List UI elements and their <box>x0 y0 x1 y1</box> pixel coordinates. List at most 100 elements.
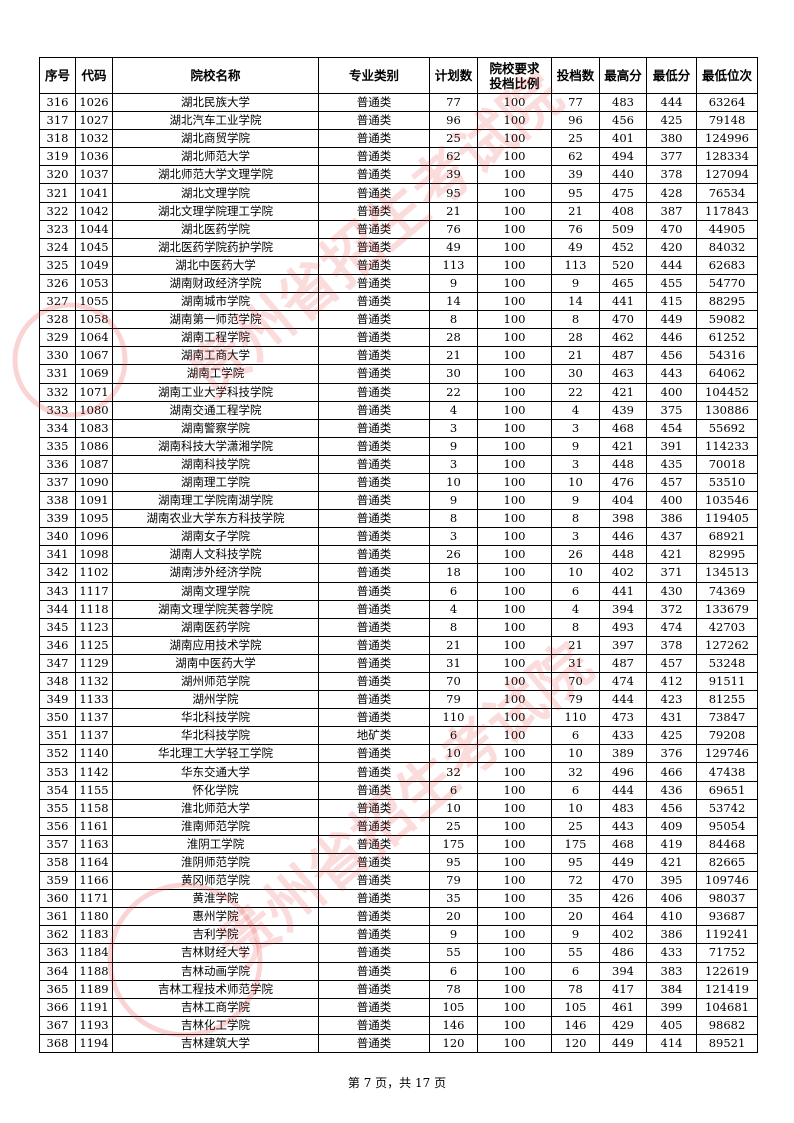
cell-school-name: 华北理工大学轻工学院 <box>112 744 319 764</box>
table-row: 335 1086 湖南科技大学潇湘学院 普通类 9 100 9 421 391 114233 <box>39 436 758 456</box>
cell-admitted: 79 <box>551 690 600 710</box>
cell-plan: 76 <box>429 219 478 239</box>
cell-min-rank: 91511 <box>696 671 758 692</box>
cell-code: 1180 <box>75 907 113 927</box>
cell-min-score: 428 <box>646 183 697 203</box>
cell-plan: 20 <box>429 907 478 927</box>
cell-ratio: 100 <box>477 545 552 565</box>
cell-category: 普通类 <box>318 1015 430 1035</box>
cell-school-name: 湖北民族大学 <box>112 92 319 113</box>
cell-plan: 3 <box>429 454 478 474</box>
cell-max-score: 448 <box>599 545 647 565</box>
cell-admitted: 21 <box>551 201 600 221</box>
cell-seq: 322 <box>39 201 76 221</box>
cell-min-score: 470 <box>646 219 697 239</box>
cell-min-rank: 59082 <box>696 310 758 330</box>
cell-school-name: 湖南理工学院 <box>112 472 319 493</box>
cell-max-score: 483 <box>599 798 647 818</box>
cell-ratio: 100 <box>477 871 552 891</box>
cell-min-score: 446 <box>646 328 697 348</box>
cell-ratio: 100 <box>477 183 552 203</box>
cell-code: 1166 <box>75 871 113 891</box>
cell-max-score: 441 <box>599 292 647 312</box>
cell-plan: 32 <box>429 762 478 782</box>
cell-plan: 6 <box>429 726 478 746</box>
cell-min-rank: 63264 <box>696 92 758 113</box>
cell-min-rank: 53742 <box>696 798 758 818</box>
cell-ratio: 100 <box>477 599 552 619</box>
cell-ratio: 100 <box>477 798 552 818</box>
table-row: 326 1053 湖南财政经济学院 普通类 9 100 9 465 455 54770 <box>39 273 758 294</box>
cell-min-rank: 127094 <box>696 165 758 185</box>
cell-max-score: 441 <box>599 581 647 601</box>
cell-admitted: 55 <box>551 943 600 963</box>
cell-admitted: 9 <box>551 491 600 511</box>
table-row: 324 1045 湖北医药学院药护学院 普通类 49 100 49 452 420 84032 <box>39 237 758 257</box>
cell-plan: 21 <box>429 201 478 221</box>
cell-category: 普通类 <box>318 382 430 402</box>
cell-admitted: 9 <box>551 436 600 456</box>
cell-min-rank: 84032 <box>696 237 758 257</box>
cell-school-name: 湖南人文科技学院 <box>112 545 319 565</box>
header-admitted: 投档数 <box>551 57 600 94</box>
cell-school-name: 湖南工商大学 <box>112 346 319 366</box>
cell-seq: 349 <box>39 690 76 710</box>
cell-max-score: 493 <box>599 617 647 637</box>
cell-max-score: 443 <box>599 816 647 836</box>
cell-min-score: 419 <box>646 834 697 854</box>
cell-min-score: 431 <box>646 708 697 728</box>
cell-seq: 342 <box>39 563 76 583</box>
cell-category: 地矿类 <box>318 726 430 746</box>
cell-max-score: 465 <box>599 273 647 294</box>
cell-admitted: 105 <box>551 997 600 1017</box>
cell-code: 1041 <box>75 183 113 203</box>
cell-school-name: 湖南工业大学科技学院 <box>112 382 319 402</box>
cell-min-rank: 84468 <box>696 834 758 854</box>
cell-max-score: 473 <box>599 708 647 728</box>
header-ratio-line1: 院校要求 <box>489 60 540 76</box>
cell-category: 普通类 <box>318 219 430 239</box>
cell-school-name: 黄冈师范学院 <box>112 871 319 891</box>
cell-school-name: 湖北商贸学院 <box>112 129 319 149</box>
table-row: 320 1037 湖北师范大学文理学院 普通类 39 100 39 440 378 127094 <box>39 165 758 185</box>
cell-min-score: 433 <box>646 943 697 963</box>
cell-seq: 356 <box>39 816 76 836</box>
cell-code: 1129 <box>75 653 113 674</box>
cell-min-rank: 55692 <box>696 418 758 438</box>
cell-max-score: 408 <box>599 201 647 221</box>
cell-max-score: 464 <box>599 907 647 927</box>
cell-ratio: 100 <box>477 997 552 1017</box>
cell-code: 1098 <box>75 545 113 565</box>
cell-min-rank: 76534 <box>696 183 758 203</box>
cell-min-rank: 61252 <box>696 328 758 348</box>
cell-plan: 79 <box>429 690 478 710</box>
cell-min-rank: 129746 <box>696 744 758 764</box>
cell-ratio: 100 <box>477 726 552 746</box>
cell-seq: 327 <box>39 292 76 312</box>
cell-ratio: 100 <box>477 382 552 402</box>
cell-plan: 4 <box>429 599 478 619</box>
cell-ratio: 100 <box>477 472 552 493</box>
cell-min-rank: 73847 <box>696 708 758 728</box>
cell-school-name: 吉利学院 <box>112 925 319 945</box>
cell-plan: 28 <box>429 328 478 348</box>
cell-ratio: 100 <box>477 907 552 927</box>
header-min-score: 最低分 <box>646 57 697 94</box>
cell-min-rank: 103546 <box>696 491 758 511</box>
cell-min-score: 421 <box>646 852 697 873</box>
table-row: 364 1188 吉林动画学院 普通类 6 100 6 394 383 122619 <box>39 961 758 981</box>
cell-seq: 316 <box>39 92 76 113</box>
cell-min-rank: 127262 <box>696 635 758 655</box>
cell-ratio: 100 <box>477 491 552 511</box>
cell-min-score: 383 <box>646 961 697 981</box>
cell-code: 1102 <box>75 563 113 583</box>
table-row: 319 1036 湖北师范大学 普通类 62 100 62 494 377 128334 <box>39 147 758 167</box>
cell-plan: 26 <box>429 545 478 565</box>
cell-seq: 344 <box>39 599 76 619</box>
cell-ratio: 100 <box>477 635 552 655</box>
cell-category: 普通类 <box>318 364 430 384</box>
cell-code: 1194 <box>75 1033 113 1053</box>
cell-plan: 120 <box>429 1033 478 1053</box>
cell-plan: 77 <box>429 92 478 113</box>
cell-code: 1161 <box>75 816 113 836</box>
